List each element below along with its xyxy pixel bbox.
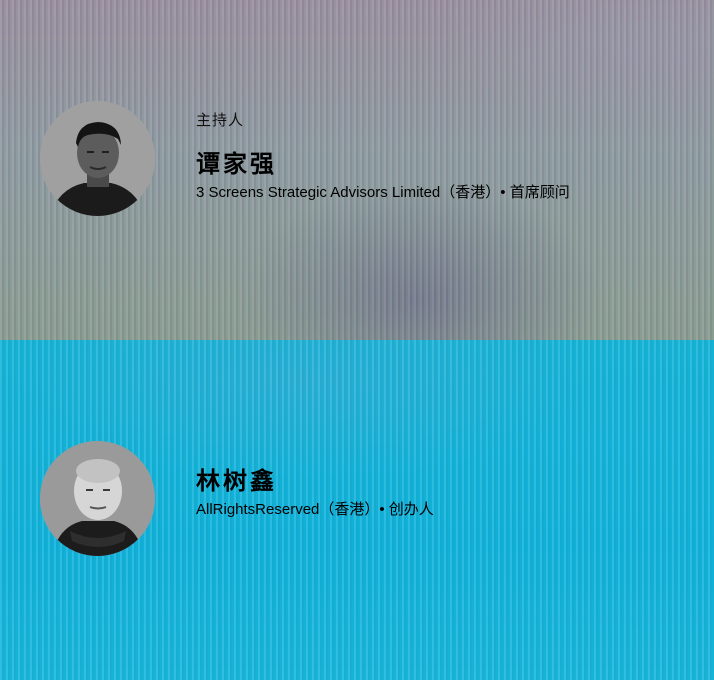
- speaker-name: 林树鑫: [196, 468, 277, 495]
- host-name: 谭家强: [196, 151, 277, 178]
- host-role-label: 主持人: [196, 112, 245, 129]
- host-section: 主持人 谭家强 3 Screens Strategic Advisors Lim…: [0, 0, 714, 340]
- host-avatar: [40, 101, 155, 216]
- speaker-section: 林树鑫 AllRightsReserved（香港）• 创办人: [0, 340, 714, 680]
- speaker-avatar: [40, 441, 155, 556]
- host-affiliation: 3 Screens Strategic Advisors Limited（香港）…: [196, 184, 570, 201]
- speaker-affiliation: AllRightsReserved（香港）• 创办人: [196, 501, 434, 518]
